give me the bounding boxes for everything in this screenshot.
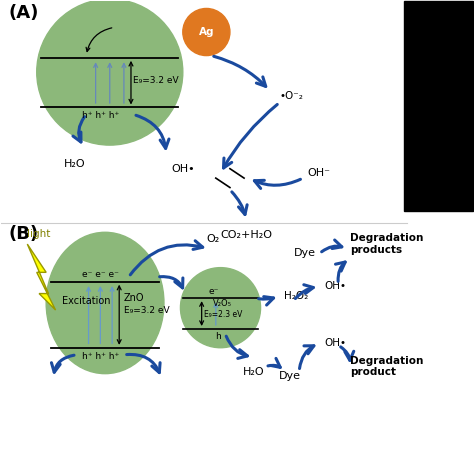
Text: OH•: OH• [171,164,195,174]
Circle shape [181,268,261,348]
Text: Degradation
products: Degradation products [350,233,423,255]
Text: (B): (B) [9,225,38,243]
Text: h: h [215,332,221,341]
Text: e⁻: e⁻ [208,287,219,296]
Text: •O⁻₂: •O⁻₂ [279,91,303,100]
Text: CO₂+H₂O: CO₂+H₂O [220,230,273,240]
Text: OH•: OH• [324,338,346,348]
Text: OH•: OH• [324,282,346,292]
Text: Excitation: Excitation [62,296,110,306]
Circle shape [183,9,230,55]
Text: E₉=3.2 eV: E₉=3.2 eV [133,76,179,85]
Text: OH⁻: OH⁻ [308,168,331,178]
Polygon shape [27,244,55,310]
Text: light: light [27,229,51,239]
Text: (A): (A) [9,4,39,22]
Text: h⁺ h⁺ h⁺: h⁺ h⁺ h⁺ [82,352,119,361]
Text: H₂O₂: H₂O₂ [284,291,309,301]
Text: E₉=2.3 eV: E₉=2.3 eV [204,310,242,319]
Text: E₉=3.2 eV: E₉=3.2 eV [124,306,170,315]
Text: e⁻ e⁻ e⁻: e⁻ e⁻ e⁻ [82,270,119,279]
Text: Ag: Ag [199,27,214,37]
Bar [404,1,473,211]
Text: H₂O: H₂O [243,366,264,376]
Text: ZnO: ZnO [124,293,145,303]
Text: h⁺ h⁺ h⁺: h⁺ h⁺ h⁺ [82,111,119,120]
Text: H₂O: H₂O [64,159,85,169]
Circle shape [36,0,183,145]
Ellipse shape [46,232,164,374]
Text: O₂: O₂ [207,234,220,244]
Text: Dye: Dye [294,248,316,258]
Text: Degradation
product: Degradation product [350,356,423,377]
Text: V₂O₅: V₂O₅ [213,300,232,309]
Text: Dye: Dye [279,371,301,381]
